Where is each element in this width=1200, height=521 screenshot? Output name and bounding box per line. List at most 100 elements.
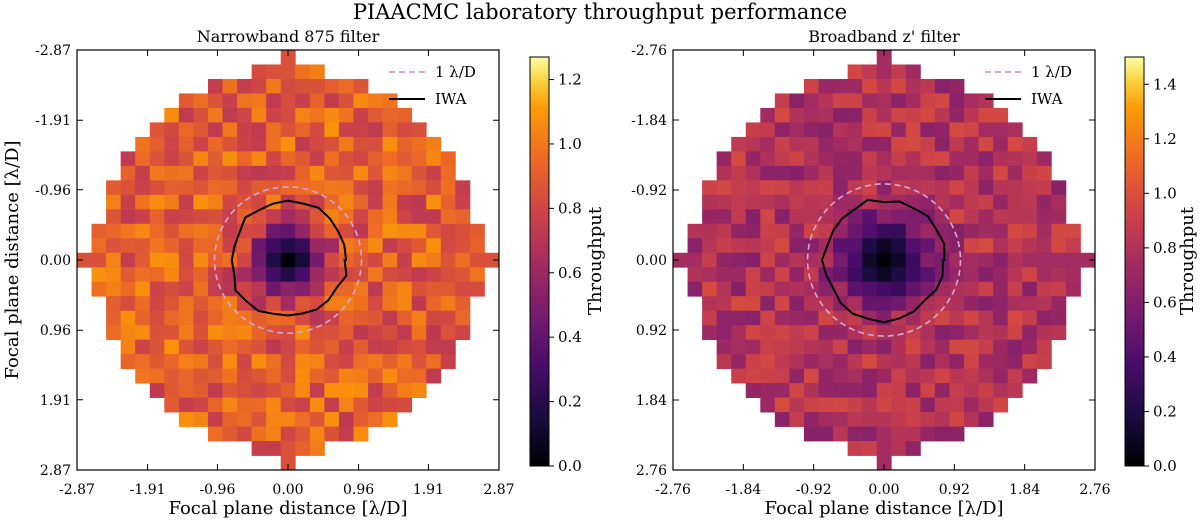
heatmap-cell [106,325,122,341]
y-tick-label: 2.87 [40,463,71,479]
heatmap-cell [964,368,979,384]
heatmap-cell [731,339,747,355]
heatmap-cell [949,252,965,268]
heatmap-cell [149,267,165,283]
heatmap-cell [905,151,921,167]
heatmap-cell [789,397,805,413]
heatmap-cell [964,325,979,341]
heatmap-cell [222,78,238,94]
heatmap-cell [266,383,282,398]
heatmap-cell [280,310,296,326]
y-tick-label: 1.84 [636,393,667,409]
heatmap-cell [862,64,878,80]
heatmap-cell [135,223,151,239]
x-tick-label: 1.91 [413,482,444,498]
heatmap-cell [789,412,805,427]
heatmap-cell [91,238,107,254]
heatmap-cell [993,194,1009,210]
heatmap-cell [774,151,790,167]
heatmap-cell [833,194,849,210]
heatmap-cell [149,281,165,297]
heatmap-cell [1007,339,1023,355]
heatmap-cell [789,93,805,109]
heatmap-cell [251,397,267,413]
heatmap-cell [222,223,238,239]
heatmap-cell [382,223,398,239]
heatmap-cell [818,252,834,268]
heatmap-cell [920,426,936,442]
heatmap-cell [891,397,907,413]
heatmap-cell [106,209,122,225]
heatmap-cell [353,397,369,413]
heatmap-cell [440,194,456,210]
heatmap-cell [891,64,907,80]
heatmap-cell [324,151,340,167]
heatmap-cell [1036,165,1052,181]
heatmap-cell [847,78,863,94]
heatmap-cell [178,165,194,181]
heatmap-cell [207,296,223,312]
heatmap-cell [440,296,456,312]
heatmap-cell [774,397,790,413]
heatmap-cell [833,180,849,196]
heatmap-cell [833,136,849,152]
heatmap-cell [833,368,849,384]
colorbar-label-narrowband: Throughput [585,206,606,315]
heatmap-cell [978,325,994,341]
heatmap-cell [397,122,413,138]
heatmap-cell [847,412,863,427]
heatmap-cell [324,354,340,370]
heatmap-cell [789,383,805,398]
heatmap-cell [934,383,950,398]
colorbar-tick-label: 0.2 [558,393,582,411]
heatmap-cell [295,383,311,398]
heatmap-cell [905,339,921,355]
heatmap-cell [978,136,994,152]
heatmap-cell [397,252,413,268]
heatmap-cell [164,281,180,297]
heatmap-cell [1051,238,1067,254]
heatmap-cell [1036,281,1052,297]
heatmap-cell [760,296,776,312]
heatmap-cell [397,165,413,181]
heatmap-cell [324,252,340,268]
heatmap-cell [338,354,354,370]
heatmap-cell [745,383,761,398]
heatmap-cell [353,325,369,341]
heatmap-cell [455,238,471,254]
heatmap-cell [847,107,863,123]
heatmap-cell [193,136,209,152]
heatmap-cell [978,209,994,225]
heatmap-cell [731,325,747,341]
heatmap-cell [833,397,849,413]
heatmap-cell [876,223,892,239]
heatmap-cell [1007,122,1023,138]
heatmap-cell [207,136,223,152]
heatmap-cell [178,368,194,384]
colorbar-tick-label: 0.8 [558,199,582,217]
heatmap-cell [266,223,282,239]
heatmap-cell [993,238,1009,254]
heatmap-cell [411,310,427,326]
heatmap-cell [949,136,965,152]
heatmap-cell [368,397,383,413]
heatmap-cell [164,339,180,355]
x-tick-label: 0.00 [272,482,303,498]
heatmap-cell [978,267,994,283]
heatmap-cell [324,281,340,297]
heatmap-cell [978,310,994,326]
heatmap-cell [106,194,122,210]
heatmap-cell [309,412,325,427]
x-tick-label: 0.96 [343,482,374,498]
heatmap-cell [964,122,979,138]
heatmap-cell [222,354,238,370]
heatmap-cell [237,107,253,123]
heatmap-cell [91,223,107,239]
heatmap-cell [687,238,703,254]
heatmap-cell [803,296,819,312]
heatmap-cell [455,267,471,283]
heatmap-cell [178,238,194,254]
heatmap-cell [993,383,1009,398]
heatmap-cell [295,354,311,370]
heatmap-cell [237,368,253,384]
